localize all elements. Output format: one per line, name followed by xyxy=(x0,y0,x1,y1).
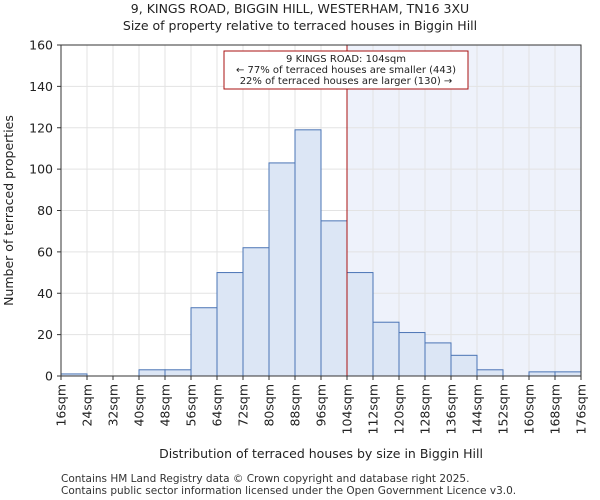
x-tick-label: 176sqm xyxy=(574,384,589,434)
y-tick-label: 120 xyxy=(29,120,53,135)
x-tick-label: 168sqm xyxy=(548,384,563,434)
x-tick-label: 136sqm xyxy=(444,384,459,434)
y-tick-label: 140 xyxy=(29,79,53,94)
x-tick-label: 80sqm xyxy=(262,384,277,427)
histogram-bar xyxy=(268,162,296,377)
histogram-bar xyxy=(372,321,400,377)
histogram-bar xyxy=(320,220,348,377)
x-tick-label: 88sqm xyxy=(288,384,303,427)
x-tick-label: 32sqm xyxy=(106,384,121,427)
x-tick-label: 144sqm xyxy=(470,384,485,434)
x-tick-label: 160sqm xyxy=(522,384,537,434)
x-tick-label: 72sqm xyxy=(236,384,251,427)
x-tick-label: 40sqm xyxy=(132,384,147,427)
x-tick-label: 96sqm xyxy=(314,384,329,427)
x-tick-label: 152sqm xyxy=(496,384,511,434)
x-tick-label: 112sqm xyxy=(366,384,381,434)
y-tick-label: 20 xyxy=(37,327,53,342)
x-tick-label: 64sqm xyxy=(210,384,225,427)
histogram-bar xyxy=(294,129,322,377)
x-tick-label: 128sqm xyxy=(418,384,433,434)
x-axis-label: Distribution of terraced houses by size … xyxy=(159,446,483,461)
y-tick-label: 160 xyxy=(29,38,53,53)
histogram-bar xyxy=(398,332,426,377)
y-tick-label: 40 xyxy=(37,286,53,301)
histogram-bar xyxy=(164,369,192,377)
histogram-bar xyxy=(424,342,452,377)
y-tick-label: 0 xyxy=(45,369,53,384)
x-tick-label: 24sqm xyxy=(80,384,95,427)
histogram-bar xyxy=(554,371,582,377)
histogram-bar xyxy=(190,307,218,377)
annotation-line-1: 9 KINGS ROAD: 104sqm xyxy=(286,54,406,65)
y-tick-label: 100 xyxy=(29,162,53,177)
chart-subtitle: Size of property relative to terraced ho… xyxy=(122,18,478,33)
x-tick-label: 16sqm xyxy=(54,384,69,427)
annotation-line-3: 22% of terraced houses are larger (130) … xyxy=(240,76,453,87)
histogram-bar xyxy=(528,371,556,377)
histogram-bar xyxy=(242,247,270,377)
property-annotation: 9 KINGS ROAD: 104sqm ← 77% of terraced h… xyxy=(223,50,469,90)
x-tick-label: 104sqm xyxy=(340,384,355,434)
histogram-bar xyxy=(138,369,166,377)
x-tick-label: 48sqm xyxy=(158,384,173,427)
footer-line-1: Contains HM Land Registry data © Crown c… xyxy=(61,473,470,485)
histogram-bar xyxy=(476,369,504,377)
footer-line-2: Contains public sector information licen… xyxy=(61,485,517,497)
y-axis-label: Number of terraced properties xyxy=(1,115,16,306)
histogram-bar xyxy=(216,272,244,377)
y-tick-label: 80 xyxy=(37,203,53,218)
histogram-bar xyxy=(346,272,374,377)
annotation-line-2: ← 77% of terraced houses are smaller (44… xyxy=(236,65,456,76)
x-tick-label: 56sqm xyxy=(184,384,199,427)
y-tick-label: 60 xyxy=(37,244,53,259)
x-tick-label: 120sqm xyxy=(392,384,407,434)
histogram-bar xyxy=(450,354,478,377)
chart-title: 9, KINGS ROAD, BIGGIN HILL, WESTERHAM, T… xyxy=(130,1,470,16)
